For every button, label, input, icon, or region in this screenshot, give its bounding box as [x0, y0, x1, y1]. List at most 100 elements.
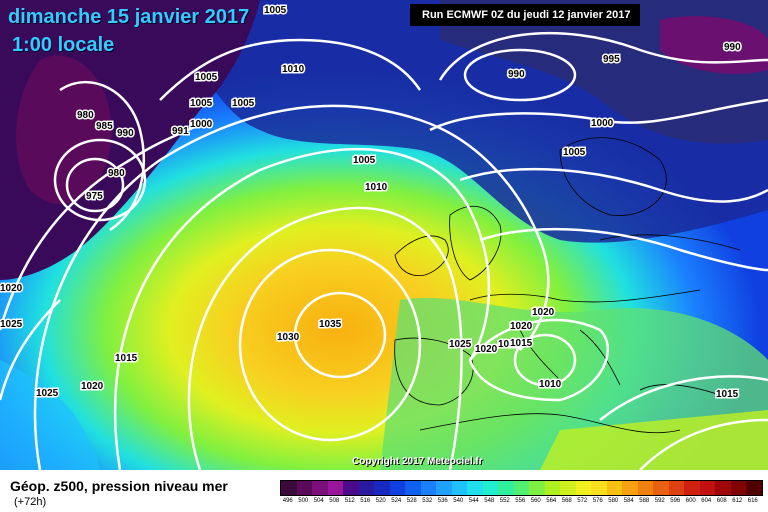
- scale-swatch: [513, 481, 529, 495]
- scale-swatch: [715, 481, 731, 495]
- isobar-label: 1020: [475, 344, 498, 355]
- scale-label: 572: [577, 498, 588, 504]
- legend-subtitle: (+72h): [14, 496, 47, 508]
- scale-swatch: [327, 481, 343, 495]
- isobar-label: 1025: [449, 339, 472, 350]
- scale-label: 528: [406, 498, 417, 504]
- scale-swatch: [544, 481, 560, 495]
- scale-swatch: [746, 481, 762, 495]
- scale-label: 588: [639, 498, 650, 504]
- scale-label: 516: [360, 498, 371, 504]
- scale-label: 504: [313, 498, 324, 504]
- isobar-label: 991: [172, 126, 189, 137]
- scale-label: 604: [701, 498, 712, 504]
- isobar-label: 990: [724, 42, 741, 53]
- isobar-label: 1005: [190, 98, 213, 109]
- isobar-label: 1030: [277, 332, 300, 343]
- scale-swatch: [622, 481, 638, 495]
- scale-label: 532: [422, 498, 433, 504]
- scale-label: 536: [437, 498, 448, 504]
- scale-label: 520: [375, 498, 386, 504]
- legend-title: Géop. z500, pression niveau mer: [10, 478, 228, 494]
- scale-swatch: [529, 481, 545, 495]
- scale-label: 568: [561, 498, 572, 504]
- isobar-label: 1015: [115, 353, 138, 364]
- isobar-labels: 1005 1010 1005 1005 980 985 990 991 1000…: [0, 4, 743, 402]
- scale-swatch: [358, 481, 374, 495]
- map-title-time: 1:00 locale: [12, 34, 115, 56]
- run-info-box: Run ECMWF 0Z du jeudi 12 janvier 2017: [410, 4, 640, 26]
- isobar-label: 1010: [365, 182, 388, 193]
- scale-label: 556: [515, 498, 526, 504]
- scale-label: 592: [654, 498, 665, 504]
- isobar-label: 980: [108, 168, 125, 179]
- color-scale-labels: 496 500 504 508 512 516 520 524 528 532 536 540 544 5…: [280, 498, 761, 504]
- isobar-label: 990: [117, 128, 134, 139]
- isobar-label: 1005: [232, 98, 255, 109]
- scale-label: 560: [530, 498, 541, 504]
- scale-label: 612: [732, 498, 743, 504]
- scale-swatch: [343, 481, 359, 495]
- isobar-label: 1005: [353, 155, 376, 166]
- isobar-label: 1020: [0, 283, 23, 294]
- scale-label: 500: [298, 498, 309, 504]
- scale-swatch: [668, 481, 684, 495]
- isobar-lines: [0, 31, 768, 470]
- isobar-label: 1015: [498, 339, 521, 350]
- isobar-label: 1010: [539, 379, 562, 390]
- scale-swatch: [699, 481, 715, 495]
- isobar-label: 980: [77, 110, 94, 121]
- scale-swatch: [405, 481, 421, 495]
- scale-label: 512: [344, 498, 355, 504]
- scale-label: 576: [592, 498, 603, 504]
- scale-label: 616: [747, 498, 758, 504]
- scale-label: 580: [608, 498, 619, 504]
- scale-swatch: [637, 481, 653, 495]
- isobar-label: 1025: [0, 319, 23, 330]
- scale-swatch: [684, 481, 700, 495]
- copyright-text: Copyright 2017 Meteociel.fr: [352, 456, 483, 467]
- scale-label: 608: [716, 498, 727, 504]
- scale-label: 584: [623, 498, 634, 504]
- scale-label: 552: [499, 498, 510, 504]
- isobar-label: 1020: [81, 381, 104, 392]
- scale-label: 496: [282, 498, 293, 504]
- isobar-label: 1000: [190, 119, 213, 130]
- isobar-label: 1025: [36, 388, 59, 399]
- scale-swatch: [296, 481, 312, 495]
- scale-label: 524: [391, 498, 402, 504]
- scale-swatch: [575, 481, 591, 495]
- isobar-label: 1020: [510, 321, 533, 332]
- isobar-label: 1010: [282, 64, 305, 75]
- scale-swatch: [653, 481, 669, 495]
- scale-swatch: [420, 481, 436, 495]
- scale-swatch: [389, 481, 405, 495]
- scale-label: 540: [453, 498, 464, 504]
- isobar-label: 1000: [591, 118, 614, 129]
- color-scale: [280, 480, 763, 496]
- scale-swatch: [436, 481, 452, 495]
- scale-label: 596: [670, 498, 681, 504]
- scale-label: 600: [685, 498, 696, 504]
- isobar-label: 995: [603, 54, 620, 65]
- isobar-label: 1015: [716, 389, 739, 400]
- scale-swatch: [374, 481, 390, 495]
- map-title-date: dimanche 15 janvier 2017: [8, 6, 250, 28]
- scale-swatch: [467, 481, 483, 495]
- scale-label: 544: [468, 498, 479, 504]
- scale-swatch: [730, 481, 746, 495]
- scale-swatch: [281, 481, 297, 495]
- weather-map: 1005 1010 1005 1005 980 985 990 991 1000…: [0, 0, 768, 470]
- coastlines: [394, 137, 741, 434]
- isobar-label: 1005: [563, 147, 586, 158]
- scale-swatch: [451, 481, 467, 495]
- scale-label: 548: [484, 498, 495, 504]
- scale-swatch: [498, 481, 514, 495]
- isobar-label: 1015: [510, 338, 533, 349]
- isobar-label: 1020: [532, 307, 555, 318]
- isobar-label: 975: [86, 191, 103, 202]
- scale-swatch: [606, 481, 622, 495]
- isobar-label: 1005: [195, 72, 218, 83]
- scale-label: 508: [329, 498, 340, 504]
- isobar-label: 985: [96, 121, 113, 132]
